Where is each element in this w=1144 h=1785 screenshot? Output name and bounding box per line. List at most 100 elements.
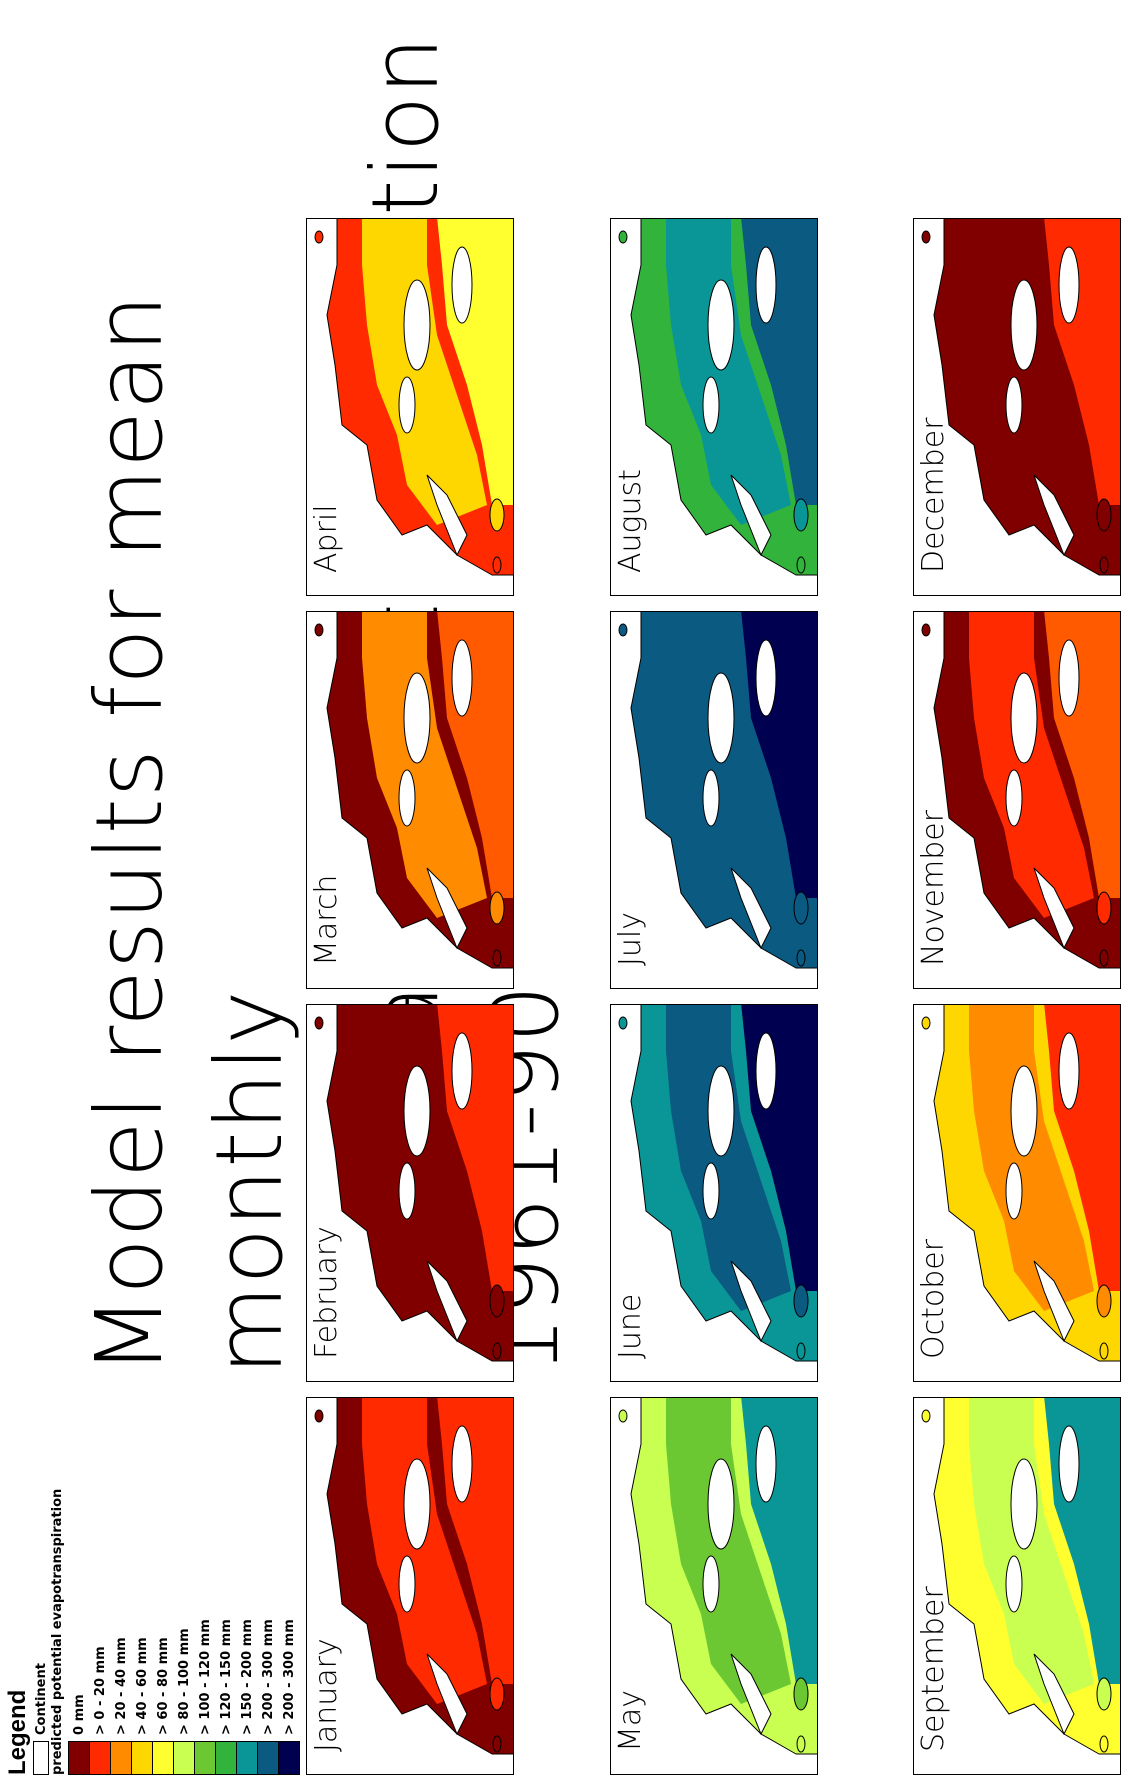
legend-swatch <box>257 1741 279 1775</box>
legend-swatch <box>68 1741 90 1775</box>
lake-shape <box>1010 1065 1038 1157</box>
legend-swatch <box>89 1741 111 1775</box>
island-shape <box>793 498 809 532</box>
land-region-central <box>969 1004 1094 1311</box>
lake-shape <box>1058 246 1080 324</box>
legend-class-label: > 0 - 20 mm <box>92 1646 108 1735</box>
island-shape <box>492 949 502 967</box>
legend-swatch <box>173 1741 195 1775</box>
legend-title: Legend <box>4 1689 31 1775</box>
lake-shape <box>1005 1555 1023 1613</box>
month-label: August <box>613 469 648 573</box>
island-shape <box>618 230 628 244</box>
island-shape <box>796 1342 806 1360</box>
island-shape <box>492 1735 502 1753</box>
legend-class-label: > 100 - 120 mm <box>197 1619 213 1735</box>
legend-swatch <box>278 1741 300 1775</box>
island-shape <box>492 1342 502 1360</box>
land-region-central <box>362 218 487 525</box>
fjord-shape <box>1033 474 1075 557</box>
month-label: April <box>309 504 344 573</box>
legend-class: > 0 - 20 mm <box>89 1646 111 1775</box>
land-region-central <box>362 611 487 918</box>
lake-shape <box>1005 376 1023 434</box>
island-shape <box>1096 1284 1112 1318</box>
legend-class-label: > 200 - 300 mm <box>260 1619 276 1735</box>
lake-shape <box>755 1032 777 1110</box>
month-label: January <box>309 1638 344 1752</box>
island-shape <box>921 230 931 244</box>
legend-class-label: > 80 - 100 mm <box>176 1628 192 1735</box>
land-region-central <box>666 1004 791 1311</box>
island-shape <box>314 1016 324 1030</box>
month-panel: August <box>610 218 818 596</box>
island-shape <box>796 556 806 574</box>
month-map <box>618 1397 818 1755</box>
month-panel: December <box>913 218 1121 596</box>
island-shape <box>489 891 505 925</box>
lake-shape <box>755 1425 777 1503</box>
fjord-shape <box>730 867 772 950</box>
month-map <box>314 218 514 576</box>
legend-class-label: 0 mm <box>71 1694 87 1735</box>
month-map <box>314 611 514 969</box>
month-panel: March <box>306 611 514 989</box>
lake-shape <box>1058 1032 1080 1110</box>
fjord-shape <box>426 867 468 950</box>
island-shape <box>489 1677 505 1711</box>
island-shape <box>618 623 628 637</box>
island-shape <box>921 1409 931 1423</box>
month-map <box>314 1397 514 1755</box>
month-map <box>921 611 1121 969</box>
legend-class-label: > 120 - 150 mm <box>218 1619 234 1735</box>
fjord-shape <box>1033 1653 1075 1736</box>
legend-class: > 20 - 40 mm <box>110 1637 132 1775</box>
lake-shape <box>702 769 720 827</box>
month-panel: November <box>913 611 1121 989</box>
month-panel: January <box>306 1397 514 1775</box>
title-line-1: Model results for mean monthly <box>76 293 303 1375</box>
month-map <box>314 1004 514 1362</box>
island-shape <box>1099 1735 1109 1753</box>
month-label: October <box>916 1238 951 1359</box>
legend-swatch <box>110 1741 132 1775</box>
month-panel: July <box>610 611 818 989</box>
lake-shape <box>398 1555 416 1613</box>
month-label: November <box>916 809 951 966</box>
island-shape <box>1099 949 1109 967</box>
month-map <box>921 1004 1121 1362</box>
legend-class-label: > 40 - 60 mm <box>134 1637 150 1735</box>
land-region-central <box>362 1397 487 1704</box>
legend-subtitle: predicted potential evapotranspiration <box>50 1488 65 1775</box>
month-map <box>921 1397 1121 1755</box>
fjord-shape <box>730 1653 772 1736</box>
land-region-central <box>969 218 1094 525</box>
island-shape <box>793 891 809 925</box>
fjord-shape <box>1033 867 1075 950</box>
island-shape <box>793 1284 809 1318</box>
month-map <box>921 218 1121 576</box>
island-shape <box>1096 1677 1112 1711</box>
lake-shape <box>398 1162 416 1220</box>
island-shape <box>796 1735 806 1753</box>
month-panel: May <box>610 1397 818 1775</box>
legend-swatch <box>152 1741 174 1775</box>
month-map <box>618 218 818 576</box>
legend-class-label: > 60 - 80 mm <box>155 1637 171 1735</box>
island-shape <box>1099 1342 1109 1360</box>
lake-shape <box>707 1065 735 1157</box>
legend-class-label: > 150 - 200 mm <box>239 1619 255 1735</box>
island-shape <box>793 1677 809 1711</box>
fjord-shape <box>426 474 468 557</box>
month-label: September <box>916 1586 951 1752</box>
lake-shape <box>707 279 735 371</box>
island-shape <box>1096 498 1112 532</box>
island-shape <box>489 1284 505 1318</box>
month-label: February <box>309 1226 344 1359</box>
lake-shape <box>403 672 431 764</box>
island-shape <box>489 498 505 532</box>
lake-shape <box>702 376 720 434</box>
month-map <box>618 611 818 969</box>
